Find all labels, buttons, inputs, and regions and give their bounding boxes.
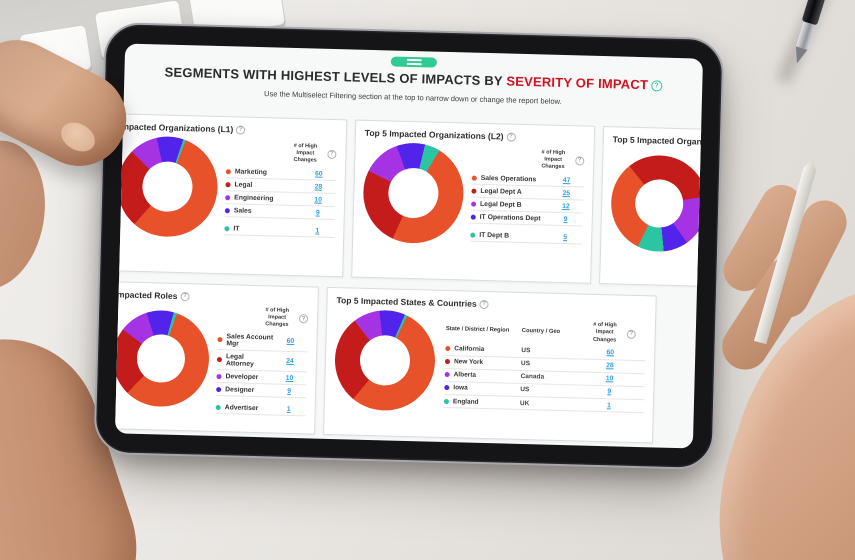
panel-title: Top 5 Impacted Organizations xyxy=(612,134,704,148)
value-link[interactable]: 24 xyxy=(286,358,294,366)
legend-dot-icon xyxy=(470,201,477,207)
legend-dot-icon xyxy=(217,337,223,343)
value-link[interactable]: 1 xyxy=(286,405,291,413)
pen-tip xyxy=(791,46,808,66)
cards-container: Impacted Organizations (L1)? # of High I… xyxy=(114,113,704,448)
donut-chart-organizations-l1[interactable] xyxy=(116,135,219,238)
legend-row: Sales Account Mgr 60 xyxy=(217,330,308,353)
dashboard-header: SEGMENTS WITH HIGHEST LEVELS OF IMPACTS … xyxy=(124,63,703,109)
legend-dot-icon xyxy=(225,168,231,175)
title-help-icon[interactable]: ? xyxy=(650,80,663,92)
value-column-header: # of High Impact Changes xyxy=(293,142,318,164)
value-link[interactable]: 25 xyxy=(562,189,571,197)
donut-chart-organizations-l2[interactable] xyxy=(362,141,465,245)
panel-top5-organizations-l3: Top 5 Impacted Organizations xyxy=(598,126,704,290)
legend-dot-icon xyxy=(445,345,451,352)
legend-dot-icon xyxy=(470,214,476,220)
value-link[interactable]: 1 xyxy=(606,401,611,410)
legend-dot-icon xyxy=(216,373,222,380)
legend-row: Legal Attorney 24 xyxy=(216,350,308,373)
legend-l2: # of High Impact Changes? Sales Operatio… xyxy=(470,147,585,245)
help-icon[interactable]: ? xyxy=(236,124,246,135)
legend-roles: # of High Impact Changes? Sales Account … xyxy=(215,306,309,417)
legend-row: IT 1 xyxy=(224,222,335,239)
value-link[interactable]: 28 xyxy=(606,362,614,370)
value-link[interactable]: 9 xyxy=(563,215,568,223)
page-title-highlight: SEVERITY OF IMPACT xyxy=(506,73,649,93)
legend-dot-icon xyxy=(224,207,230,214)
legend-row: Sales 9 xyxy=(224,204,335,221)
value-column-header: # of High Impact Changes xyxy=(541,149,566,171)
value-link[interactable]: 10 xyxy=(314,196,322,204)
legend-dot-icon xyxy=(444,359,451,365)
value-column-header: # of High Impact Changes xyxy=(592,322,617,344)
tablet-screen: SEGMENTS WITH HIGHEST LEVELS OF IMPACTS … xyxy=(114,43,704,449)
panel-impacted-roles: Impacted Roles? # of High Impact Changes… xyxy=(114,281,319,435)
help-icon[interactable]: ? xyxy=(298,314,309,324)
legend-dot-icon xyxy=(225,181,231,188)
panel-impacted-organizations-l1: Impacted Organizations (L1)? # of High I… xyxy=(114,113,348,278)
legend-dot-icon xyxy=(471,188,477,194)
column-header-state: State / District / Region xyxy=(445,326,510,334)
legend-row: Advertiser 1 xyxy=(215,401,306,417)
help-icon[interactable]: ? xyxy=(327,149,337,160)
donut-chart-roles[interactable] xyxy=(114,309,211,408)
legend-dot-icon xyxy=(224,225,230,231)
value-link[interactable]: 47 xyxy=(562,176,571,184)
legend-l1: # of High Impact Changes? Marketing 60 Le… xyxy=(224,141,337,239)
legend-dot-icon xyxy=(471,175,477,181)
panel-top5-organizations-l2: Top 5 Impacted Organizations (L2)? # of … xyxy=(351,119,596,284)
value-link[interactable]: 1 xyxy=(315,227,320,235)
legend-row: IT Operations Dept 9 xyxy=(470,210,583,227)
value-link[interactable]: 60 xyxy=(314,170,323,178)
panel-title: Top 5 Impacted Organizations (L2) xyxy=(364,127,504,142)
panel-title: Impacted Roles xyxy=(114,289,178,301)
value-link[interactable]: 60 xyxy=(606,349,615,357)
legend-dot-icon xyxy=(216,386,222,393)
help-icon[interactable]: ? xyxy=(506,132,516,142)
menu-pill-button[interactable] xyxy=(390,56,437,68)
panel-top5-states-countries: Top 5 Impacted States & Countries? State… xyxy=(323,286,657,444)
legend-dot-icon xyxy=(444,372,450,378)
states-table: State / District / Region Country / Geo … xyxy=(443,316,646,414)
value-link[interactable]: 10 xyxy=(605,375,614,383)
help-icon[interactable]: ? xyxy=(479,299,489,309)
legend-dot-icon xyxy=(225,194,231,201)
value-column-header: # of High Impact Changes xyxy=(265,307,290,329)
help-icon[interactable]: ? xyxy=(575,156,585,166)
panel-title: Impacted Organizations (L1) xyxy=(118,121,234,135)
legend-row: Designer 9 xyxy=(215,383,307,399)
donut-chart-organizations-l3[interactable] xyxy=(609,154,704,253)
legend-dot-icon xyxy=(443,398,450,404)
legend-dot-icon xyxy=(470,232,476,238)
cards-row-2: Impacted Roles? # of High Impact Changes… xyxy=(114,281,703,448)
donut-chart-states[interactable] xyxy=(333,309,437,412)
value-link[interactable]: 9 xyxy=(287,387,292,395)
value-link[interactable]: 28 xyxy=(314,183,323,191)
value-link[interactable]: 9 xyxy=(315,209,320,217)
value-link[interactable]: 60 xyxy=(286,338,295,346)
legend-dot-icon xyxy=(444,385,450,391)
value-link[interactable]: 12 xyxy=(562,202,570,210)
value-link[interactable]: 5 xyxy=(563,233,568,241)
help-icon[interactable]: ? xyxy=(626,329,636,339)
left-hand-fingers xyxy=(0,132,57,298)
value-link[interactable]: 9 xyxy=(607,388,612,396)
tablet-device: SEGMENTS WITH HIGHEST LEVELS OF IMPACTS … xyxy=(93,21,725,471)
column-header-country: Country / Geo xyxy=(521,327,561,336)
legend-dot-icon xyxy=(215,404,221,411)
cards-row-1: Impacted Organizations (L1)? # of High I… xyxy=(114,113,704,290)
legend-dot-icon xyxy=(216,357,223,363)
value-link[interactable]: 10 xyxy=(285,374,294,382)
help-icon[interactable]: ? xyxy=(180,291,190,301)
panel-title: Top 5 Impacted States & Countries xyxy=(336,295,477,309)
